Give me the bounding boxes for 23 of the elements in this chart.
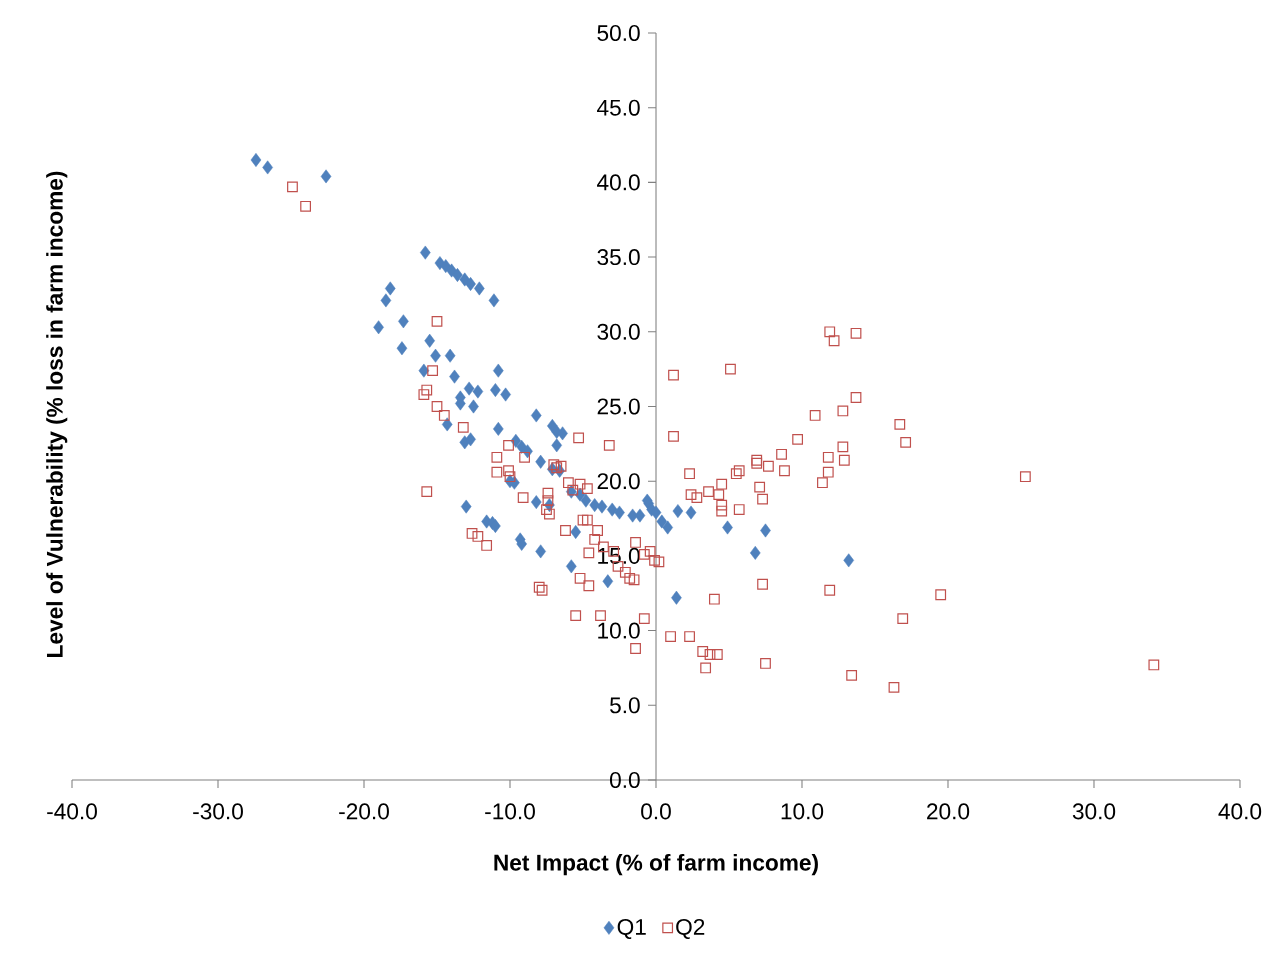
- x-tick-label: 20.0: [927, 803, 970, 820]
- y-tick-label: 25.0: [597, 398, 640, 415]
- x-tick-label: -40.0: [47, 803, 97, 820]
- y-axis-title: Level of Vulnerability (% loss in farm income): [46, 171, 68, 657]
- x-tick-label: -30.0: [193, 803, 243, 820]
- x-tick-label: 40.0: [1218, 803, 1262, 820]
- x-tick-label: 30.0: [1072, 803, 1116, 820]
- legend-label: Q1: [617, 918, 646, 940]
- x-tick-label: -20.0: [339, 803, 389, 820]
- y-tick-label: 45.0: [597, 99, 640, 116]
- y-tick-label: 40.0: [597, 174, 640, 191]
- legend-label: Q2: [676, 918, 705, 940]
- y-tick-label: 35.0: [597, 249, 640, 266]
- y-tick-label: 5.0: [610, 697, 640, 714]
- y-tick-label: 0.0: [609, 771, 640, 789]
- y-tick-label: 50.0: [597, 24, 640, 42]
- x-tick-label: 0.0: [641, 803, 671, 820]
- x-axis-title: Net Impact (% of farm income): [494, 854, 818, 876]
- y-tick-label: 20.0: [597, 473, 640, 490]
- y-tick-label: 10.0: [598, 622, 640, 639]
- x-tick-label: -10.0: [485, 803, 535, 820]
- x-tick-label: 10.0: [781, 803, 824, 820]
- y-tick-label: 30.0: [597, 323, 640, 340]
